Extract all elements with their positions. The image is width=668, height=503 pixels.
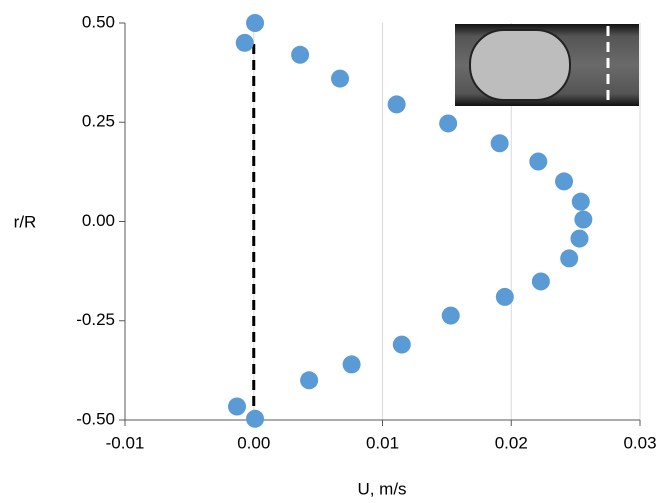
inset-photo [455, 24, 639, 106]
y-axis-label: r/R [14, 212, 37, 231]
y-tick-label: -0.50 [76, 409, 115, 428]
data-point [441, 306, 460, 325]
data-point [291, 45, 310, 64]
y-tick-label: 0.50 [82, 12, 115, 31]
data-point [387, 95, 406, 114]
y-tick-label: 0.25 [82, 112, 115, 131]
data-point [331, 69, 350, 88]
data-point [570, 229, 589, 248]
y-tick-label: -0.25 [76, 310, 115, 329]
data-point [495, 287, 514, 306]
y-tick-label: 0.00 [82, 211, 115, 230]
data-point [246, 409, 265, 428]
data-point [235, 33, 254, 52]
data-point [529, 152, 548, 171]
data-point [490, 134, 509, 153]
data-point [574, 210, 593, 229]
x-tick-label: 0.03 [623, 433, 656, 452]
data-point [560, 249, 579, 268]
data-point [392, 335, 411, 354]
data-point [228, 397, 247, 416]
x-axis-label: U, m/s [357, 479, 406, 498]
x-tick-label: 0.01 [366, 433, 399, 452]
x-tick-label: 0.00 [237, 433, 270, 452]
data-point [342, 355, 361, 374]
data-point [571, 192, 590, 211]
data-point [555, 172, 574, 191]
x-tick-label: -0.01 [106, 433, 145, 452]
data-point [246, 14, 265, 32]
data-point [439, 114, 458, 133]
data-point [300, 371, 319, 390]
data-point [531, 272, 550, 291]
x-tick-label: 0.02 [495, 433, 528, 452]
